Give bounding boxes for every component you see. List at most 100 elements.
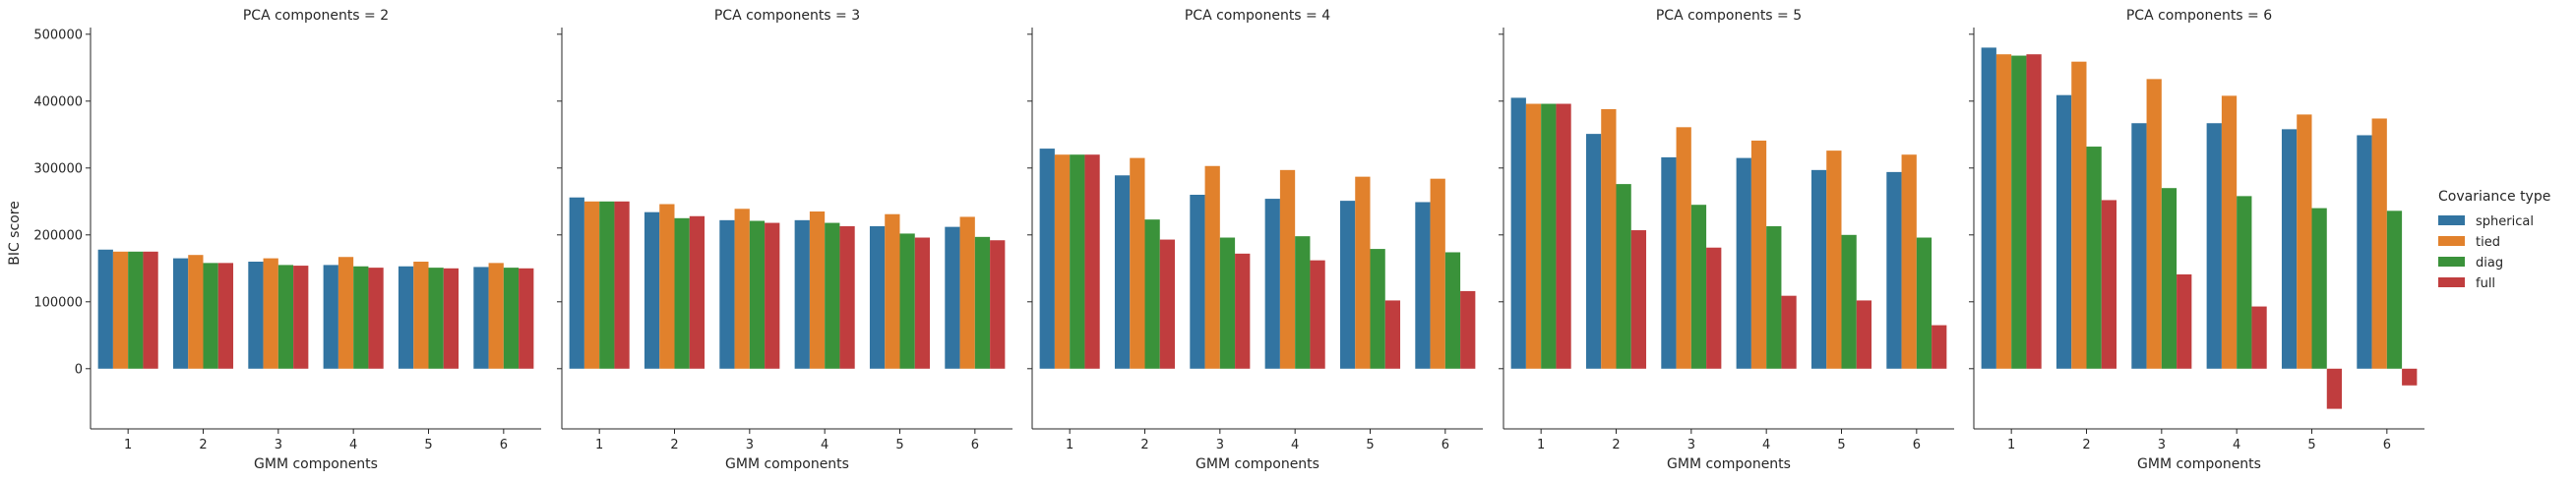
bar-spherical bbox=[1585, 134, 1602, 369]
legend-label-spherical: spherical bbox=[2476, 214, 2534, 229]
bar-diag bbox=[974, 236, 991, 369]
bar-tied bbox=[1130, 157, 1145, 369]
x-tick-label: 1 bbox=[124, 438, 132, 452]
bar-full bbox=[2101, 200, 2117, 369]
x-axis-label: GMM components bbox=[254, 456, 378, 472]
bar-full bbox=[1460, 290, 1476, 369]
bar-tied bbox=[734, 209, 750, 369]
bar-full bbox=[443, 268, 460, 369]
bar-diag bbox=[899, 233, 915, 369]
panel-1: PCA components = 2 0 100000 200000 300000 400… bbox=[33, 8, 541, 472]
x-tick-label: 5 bbox=[2307, 438, 2315, 452]
bar-tied bbox=[583, 201, 600, 369]
bar-diag bbox=[1295, 236, 1311, 369]
bar-tied bbox=[1676, 127, 1691, 369]
bar-spherical bbox=[1810, 169, 1827, 369]
x-tick-label: 6 bbox=[2383, 438, 2391, 452]
bar-spherical bbox=[1264, 199, 1280, 369]
panel-title: PCA components = 5 bbox=[1656, 8, 1802, 24]
bar-diag bbox=[1370, 249, 1385, 369]
bar-tied bbox=[1901, 154, 1917, 369]
x-tick-label: 2 bbox=[2082, 438, 2090, 452]
bar-spherical bbox=[473, 267, 489, 369]
bar-spherical bbox=[1661, 156, 1677, 369]
bar-spherical bbox=[1114, 175, 1131, 369]
bar-full bbox=[293, 266, 309, 369]
bar-full bbox=[519, 268, 534, 369]
x-tick-label: 3 bbox=[1687, 438, 1695, 452]
bar-full bbox=[1856, 300, 1872, 369]
bar-spherical bbox=[172, 258, 189, 369]
bar-diag bbox=[1444, 252, 1461, 369]
x-tick-label: 5 bbox=[424, 438, 432, 452]
y-tick-label: 200000 bbox=[33, 228, 83, 243]
x-tick-label: 3 bbox=[2158, 438, 2166, 452]
bar-spherical bbox=[2281, 129, 2298, 369]
bar-spherical bbox=[97, 249, 113, 369]
panel-2: PCA components = 3 1 2 3 4 5 6 GMM components bbox=[557, 8, 1012, 472]
bar-spherical bbox=[1190, 195, 1205, 369]
bar-diag bbox=[825, 222, 840, 369]
bar-full bbox=[765, 222, 780, 369]
bar-full bbox=[1781, 295, 1797, 369]
legend-swatch-tied bbox=[2438, 236, 2465, 246]
bar-tied bbox=[413, 262, 429, 369]
legend-swatch-full bbox=[2438, 277, 2465, 287]
bar-diag bbox=[599, 201, 615, 369]
bar-tied bbox=[1430, 178, 1445, 369]
bar-spherical bbox=[398, 266, 414, 369]
bar-full bbox=[990, 240, 1006, 369]
bar-diag bbox=[2311, 208, 2327, 369]
bar-spherical bbox=[1736, 157, 1751, 369]
bar-full bbox=[143, 251, 158, 369]
x-tick-label: 5 bbox=[1366, 438, 1374, 452]
bar-diag bbox=[749, 220, 766, 369]
bar-tied bbox=[1826, 151, 1842, 369]
bar-tied bbox=[959, 216, 975, 369]
bar-tied bbox=[1279, 169, 1296, 369]
bar-spherical bbox=[945, 226, 960, 369]
legend-title: Covariance type bbox=[2438, 189, 2550, 205]
bar-full bbox=[1556, 103, 1571, 369]
y-tick-label: 500000 bbox=[33, 28, 83, 42]
bar-full bbox=[1630, 230, 1647, 369]
bar-full bbox=[1706, 247, 1722, 369]
legend-label-full: full bbox=[2476, 276, 2495, 291]
bar-spherical bbox=[323, 265, 338, 369]
bar-diag bbox=[428, 268, 444, 369]
bar-diag bbox=[1841, 234, 1857, 369]
bar-full bbox=[2402, 368, 2418, 386]
bar-diag bbox=[2161, 188, 2177, 369]
bar-tied bbox=[2371, 118, 2387, 369]
bar-tied bbox=[2071, 61, 2087, 369]
bar-full bbox=[839, 225, 855, 369]
x-axis-label: GMM components bbox=[1196, 456, 1319, 472]
bar-diag bbox=[2011, 55, 2027, 369]
bar-spherical bbox=[248, 262, 264, 369]
legend-items: spherical tied diag full bbox=[2438, 214, 2534, 291]
bar-full bbox=[1384, 300, 1401, 369]
bar-tied bbox=[1750, 140, 1767, 369]
panel-title: PCA components = 3 bbox=[714, 8, 860, 24]
y-axis-label: BIC score bbox=[7, 201, 23, 266]
x-tick-label: 4 bbox=[2233, 438, 2240, 452]
bar-diag bbox=[1766, 225, 1782, 369]
x-tick-label: 5 bbox=[1837, 438, 1845, 452]
bar-spherical bbox=[2131, 123, 2147, 369]
bar-full bbox=[1932, 325, 1947, 369]
chart-panels: PCA components = 2 0 100000 200000 300000 400… bbox=[33, 8, 2424, 472]
bar-diag bbox=[353, 266, 369, 369]
bar-diag bbox=[2237, 196, 2252, 369]
x-tick-label: 2 bbox=[1612, 438, 1620, 452]
x-tick-label: 3 bbox=[746, 438, 754, 452]
bar-spherical bbox=[1039, 149, 1055, 369]
bar-tied bbox=[1054, 154, 1071, 369]
bar-diag bbox=[1541, 103, 1557, 369]
bar-full bbox=[2251, 306, 2267, 369]
x-tick-label: 6 bbox=[1441, 438, 1449, 452]
y-tick-label: 100000 bbox=[33, 295, 83, 310]
bar-full bbox=[914, 237, 931, 369]
x-tick-label: 1 bbox=[1066, 438, 1073, 452]
x-tick-label: 4 bbox=[1291, 438, 1299, 452]
bar-tied bbox=[188, 255, 204, 369]
